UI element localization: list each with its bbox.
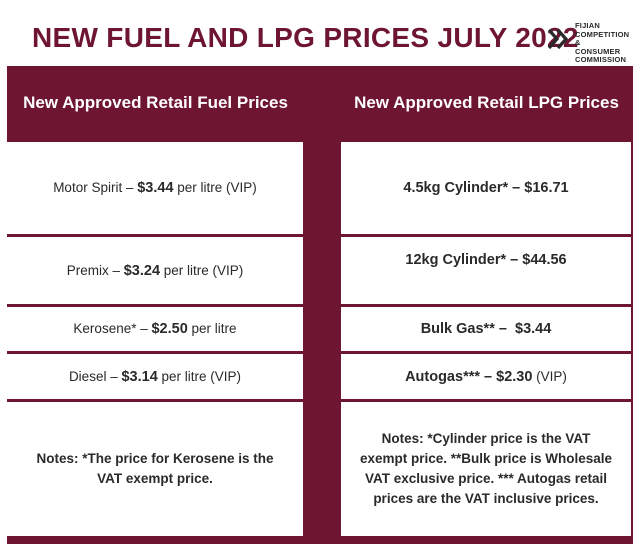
lpg-notes-text: Notes: *Cylinder price is the VAT exempt… [359, 431, 613, 506]
fuel-name: Premix – [66, 262, 124, 278]
lpg-name: 4.5kg Cylinder* – [403, 179, 525, 196]
lpg-name: Bulk Gas** – [420, 320, 515, 337]
logo-line: COMPETITION & [575, 29, 630, 47]
lpg-price: $16.71 [524, 179, 569, 196]
lpg-notes: Notes: *Cylinder price is the VAT exempt… [341, 402, 631, 536]
logo-text: FIJIAN COMPETITION & CONSUMER COMMISSION [575, 21, 637, 65]
fuel-notes-text: Notes: *The price for Kerosene is the VA… [36, 451, 274, 486]
fuel-price: $3.14 [121, 368, 158, 385]
fuel-row: Motor Spirit – $3.44 per litre (VIP) [7, 142, 303, 234]
logo-line: FIJIAN [575, 21, 600, 30]
fuel-row: Premix – $3.24 per litre (VIP) [7, 237, 303, 304]
lpg-row: 12kg Cylinder* – $44.56 [341, 237, 631, 304]
fuel-price: $3.44 [137, 180, 174, 196]
price-board: New Approved Retail Fuel Prices New Appr… [7, 66, 633, 544]
fuel-unit: per litre (VIP) [157, 368, 242, 384]
fuel-row: Diesel – $3.14 per litre (VIP) [7, 354, 303, 399]
lpg-row: Autogas*** – $2.30 (VIP) [341, 354, 631, 399]
fuel-name: Motor Spirit – [53, 180, 138, 195]
lpg-row: 4.5kg Cylinder* – $16.71 [341, 142, 631, 234]
fuel-notes: Notes: *The price for Kerosene is the VA… [7, 402, 303, 536]
lpg-row: Bulk Gas** – $3.44 [341, 307, 631, 351]
double-chevron-icon [547, 28, 569, 50]
fuel-name: Diesel – [68, 368, 122, 384]
lpg-price: $3.44 [515, 320, 552, 337]
fuel-unit: per litre (VIP) [173, 180, 257, 195]
fuel-header: New Approved Retail Fuel Prices [23, 92, 288, 112]
lpg-name: Autogas*** – [405, 368, 497, 385]
lpg-name: 12kg Cylinder* – [405, 252, 523, 268]
lpg-price: $2.30 [496, 368, 533, 385]
fuel-unit: per litre [187, 321, 237, 336]
logo-line: COMMISSION [575, 55, 627, 64]
fuel-price: $3.24 [123, 262, 161, 279]
lpg-header: New Approved Retail LPG Prices [354, 92, 619, 112]
fuel-row: Kerosene* – $2.50 per litre [7, 307, 303, 351]
fuel-name: Kerosene* – [73, 321, 152, 336]
fuel-unit: per litre (VIP) [160, 262, 244, 278]
commission-logo: FIJIAN COMPETITION & CONSUMER COMMISSION [547, 14, 637, 64]
fuel-price: $2.50 [151, 321, 188, 337]
logo-line: CONSUMER [575, 46, 621, 56]
lpg-price: $44.56 [522, 252, 567, 268]
lpg-unit: (VIP) [532, 368, 567, 384]
page-title: NEW FUEL AND LPG PRICES JULY 2022 [32, 22, 579, 53]
